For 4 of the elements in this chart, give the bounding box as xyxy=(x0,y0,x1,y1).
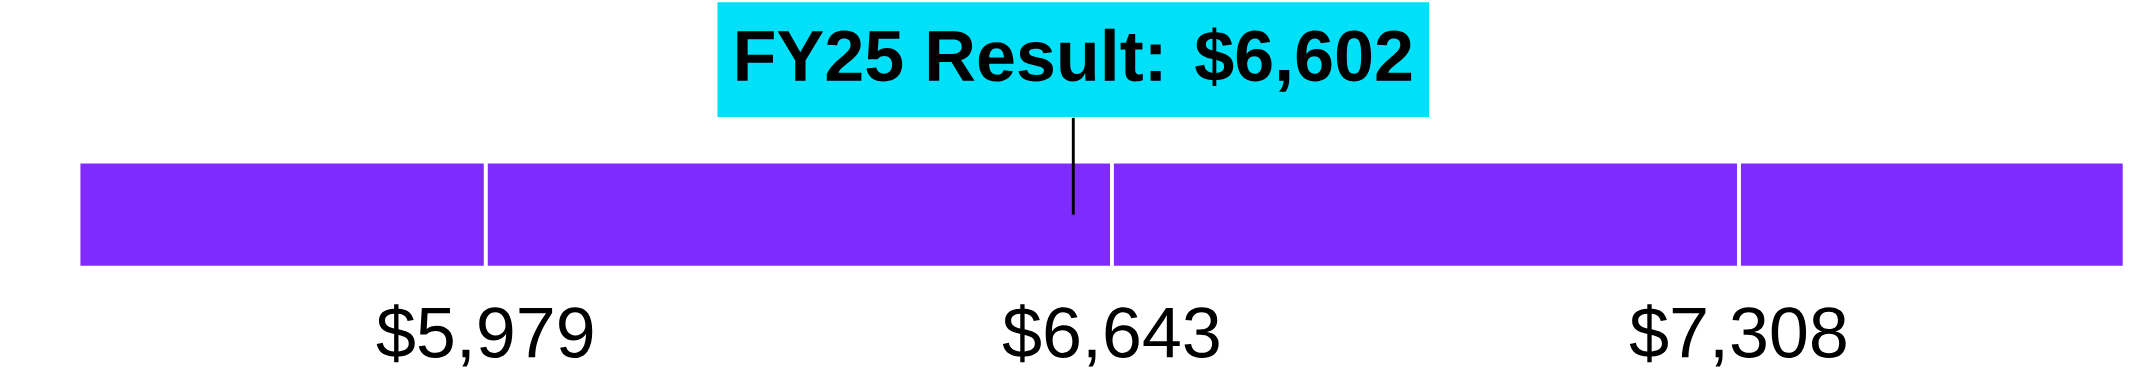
x-tick-label: $6,643 xyxy=(1002,304,1219,367)
x-tick-label: $7,308 xyxy=(1629,304,1846,367)
ref-line-label: FY25 Result: $6,602 xyxy=(737,27,1412,93)
x-tick-label: $5,979 xyxy=(376,304,593,367)
